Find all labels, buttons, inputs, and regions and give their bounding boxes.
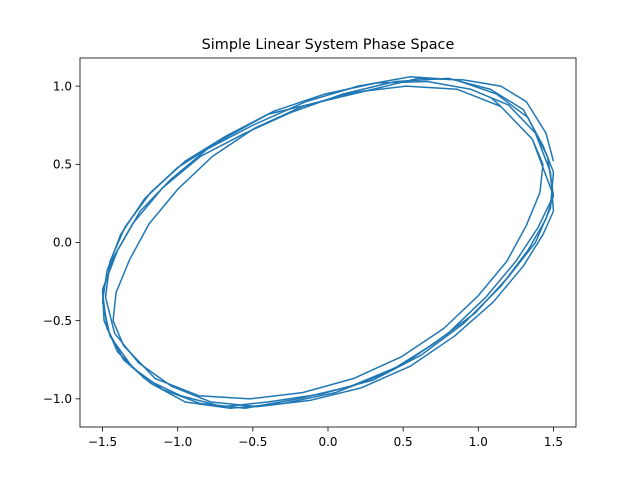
x-tick-label: 0.5 [394, 435, 413, 449]
x-tick-label: −1.0 [163, 435, 192, 449]
y-tick-label: 0.5 [53, 158, 72, 172]
x-axis: −1.5 −1.0 −0.5 0.0 0.5 1.0 1.5 [88, 427, 563, 449]
series-layer [101, 76, 555, 409]
trajectory-line-3 [101, 77, 555, 409]
y-axis: −1.0 −0.5 0.0 0.5 1.0 [43, 79, 80, 406]
chart-title: Simple Linear System Phase Space [202, 37, 455, 53]
y-tick-label: −0.5 [43, 314, 72, 328]
y-tick-label: −1.0 [43, 392, 72, 406]
trajectory-line-5 [112, 85, 555, 400]
x-tick-label: −1.5 [88, 435, 117, 449]
trajectory-line-4 [104, 80, 555, 408]
plot-area [101, 76, 555, 409]
x-tick-label: −0.5 [238, 435, 267, 449]
y-tick-label: 1.0 [53, 79, 72, 93]
x-tick-label: 0.0 [318, 435, 337, 449]
x-tick-label: 1.0 [469, 435, 488, 449]
x-tick-label: 1.5 [544, 435, 563, 449]
y-tick-label: 0.0 [53, 236, 72, 250]
